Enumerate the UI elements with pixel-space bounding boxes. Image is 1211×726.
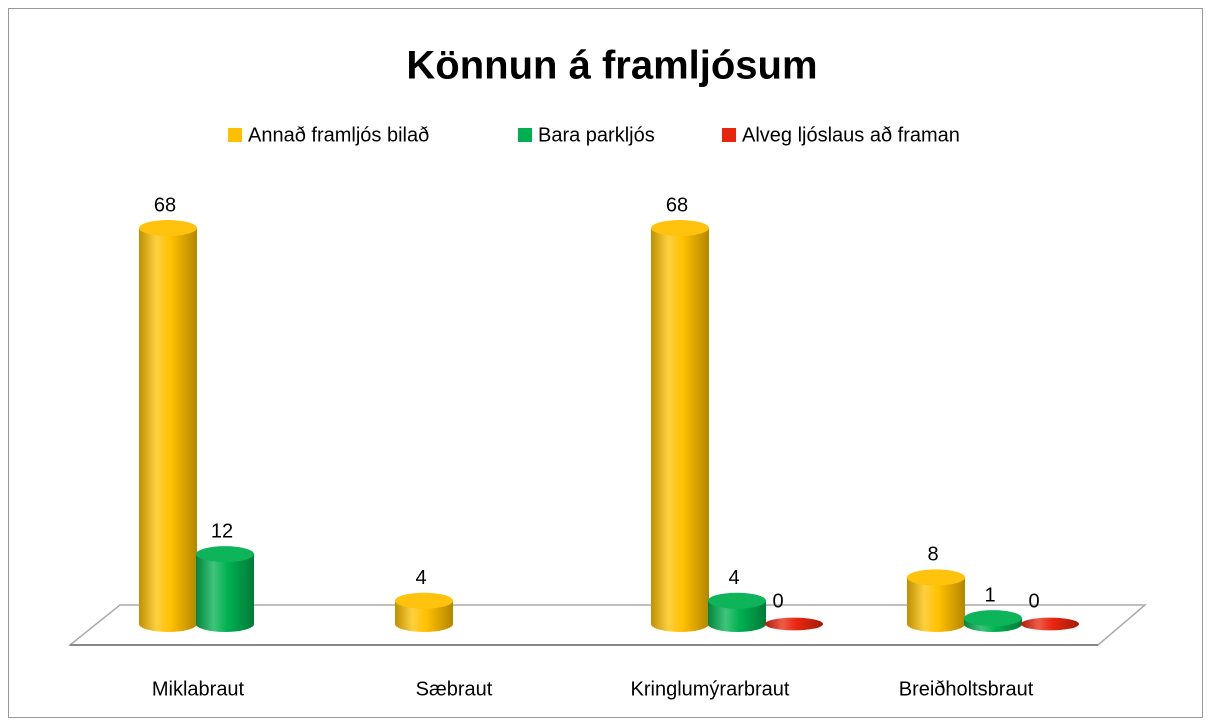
data-label: 0 bbox=[772, 590, 783, 612]
bar bbox=[765, 617, 823, 631]
bar bbox=[1021, 617, 1079, 631]
data-label: 4 bbox=[728, 567, 739, 589]
data-label: 68 bbox=[154, 194, 176, 216]
legend-swatch bbox=[228, 128, 242, 142]
bar bbox=[708, 592, 766, 632]
legend-label: Annað framljós bilað bbox=[248, 124, 429, 146]
data-label: 4 bbox=[415, 567, 426, 589]
data-label: 0 bbox=[1028, 590, 1039, 612]
data-label: 1 bbox=[984, 584, 995, 606]
x-tick-label: Miklabraut bbox=[152, 678, 245, 700]
legend-swatch bbox=[722, 128, 736, 142]
bar bbox=[651, 220, 709, 632]
data-label: 8 bbox=[927, 544, 938, 566]
x-tick-label: Breiðholtsbraut bbox=[899, 678, 1034, 700]
x-tick-label: Kringlumýrarbraut bbox=[631, 678, 790, 700]
bar bbox=[964, 610, 1022, 632]
bar bbox=[139, 220, 197, 632]
legend-label: Bara parkljós bbox=[538, 124, 655, 146]
bar bbox=[395, 592, 453, 632]
legend-swatch bbox=[518, 128, 532, 142]
x-tick-label: Sæbraut bbox=[416, 678, 493, 700]
legend-label: Alveg ljóslaus að framan bbox=[742, 124, 960, 146]
bar bbox=[196, 546, 254, 632]
data-label: 68 bbox=[666, 194, 688, 216]
chart-title: Könnun á framljósum bbox=[406, 44, 817, 88]
bar bbox=[907, 569, 965, 632]
data-label: 12 bbox=[211, 520, 233, 542]
